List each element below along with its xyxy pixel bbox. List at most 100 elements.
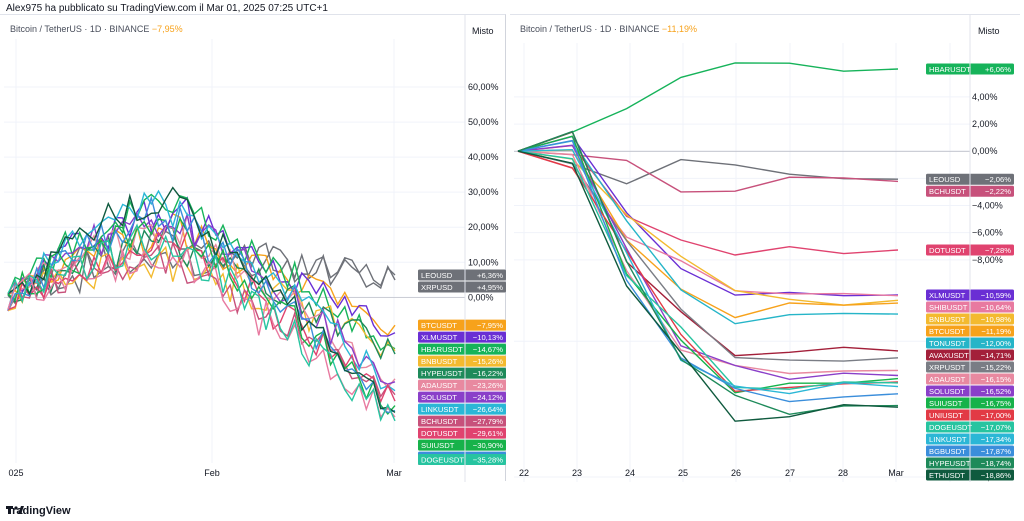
series-line-bgbusdt	[7, 195, 396, 414]
series-tag-name: DOTUSDT	[929, 246, 966, 255]
series-tag-value: −10,64%	[981, 303, 1011, 312]
series-line-bgbusdt	[517, 139, 899, 403]
series-line-linkusdt	[7, 189, 396, 392]
series-tag-name: BTCUSDT	[421, 321, 457, 330]
series-line-suiusdt	[7, 216, 396, 415]
series-tag-name: DOGEUSDT	[929, 423, 972, 432]
series-tag-hbarusdt	[418, 343, 506, 355]
series-tag-dotusdt	[418, 427, 506, 439]
series-tag-name: BTCUSDT	[929, 327, 965, 336]
series-tag-suiusdt	[418, 439, 506, 451]
publish-header: Alex975 ha pubblicato su TradingView.com…	[6, 3, 328, 14]
series-tag-linkusdt	[418, 403, 506, 415]
scale-mode-left[interactable]: Misto	[472, 26, 494, 36]
series-tag-value: −11,19%	[981, 327, 1011, 336]
series-tag-name: DOTUSDT	[421, 429, 458, 438]
series-tag-name: ADAUSDT	[929, 375, 966, 384]
series-tag-name: LEOUSD	[421, 271, 453, 280]
chart-panel-left[interactable]: 60,00% 50,00% 40,00% 30,00% 20,00% 10,00% 0,00…	[0, 14, 506, 482]
x-tick-label: 24	[625, 468, 635, 478]
series-line-ethusdt	[517, 150, 899, 422]
series-tag-value: −10,98%	[981, 315, 1011, 324]
series-tag-value: −17,87%	[981, 447, 1011, 456]
series-tag-value: −14,71%	[981, 351, 1011, 360]
series-tag-value: −12,00%	[981, 339, 1011, 348]
series-tag-value: −16,22%	[473, 369, 503, 378]
series-line-dotusdt	[7, 229, 396, 404]
y-tick-label: 10,00%	[468, 257, 499, 267]
series-tag-value: −17,00%	[981, 411, 1011, 420]
series-tag-adausdt	[418, 379, 506, 391]
series-tag-name: TONUSDT	[929, 339, 966, 348]
chart-panel-right[interactable]: 4,00%2,00%0,00%−2,00%−4,00%−6,00%−8,00%−…	[510, 14, 1020, 482]
symbol-name-right: Bitcoin / TetherUS · 1D · BINANCE	[520, 24, 660, 34]
symbol-change-left: −7,95%	[151, 24, 183, 34]
chart-right-svg: 4,00%2,00%0,00%−2,00%−4,00%−6,00%−8,00%−…	[514, 15, 1014, 482]
series-tag-value: −35,28%	[473, 456, 503, 465]
series-tag-name: LINKUSDT	[929, 435, 967, 444]
tradingview-footer[interactable]: TradingView	[6, 505, 71, 517]
series-tag-name: BCHUSDT	[421, 417, 458, 426]
series-tag-value: −10,13%	[473, 333, 503, 342]
series-tag-name: HYPEUSDT	[421, 369, 463, 378]
series-tag-name: SUIUSDT	[421, 441, 455, 450]
series-line-xlmusdt	[517, 135, 899, 297]
x-tick-label: 26	[731, 468, 741, 478]
series-tag-name: DOGEUSDT	[421, 456, 464, 465]
scale-mode-right[interactable]: Misto	[978, 26, 1000, 36]
series-tag-value: +6,36%	[477, 271, 503, 280]
x-tick-label: 025	[8, 468, 23, 478]
series-tag-name: ETHUSDT	[929, 471, 965, 480]
series-line-xrpusdt	[517, 150, 899, 362]
y-tick-label: 0,00%	[972, 146, 998, 156]
chart-left-svg: 60,00% 50,00% 40,00% 30,00% 20,00% 10,00% 0,00…	[4, 15, 506, 482]
series-tag-hypeusdt	[418, 367, 506, 379]
series-line-ethusdt	[7, 186, 396, 413]
series-tag-value: −30,90%	[473, 441, 503, 450]
series-tag-name: SUIUSDT	[929, 399, 963, 408]
series-line-btcusdt	[517, 149, 899, 319]
symbol-title-right: Bitcoin / TetherUS · 1D · BINANCE −11,19…	[520, 24, 697, 34]
series-tag-name: UNIUSDT	[929, 411, 963, 420]
series-line-solusdt	[517, 144, 899, 381]
series-tag-value: −29,61%	[473, 429, 503, 438]
series-tag-name: HBARUSDT	[929, 65, 971, 74]
y-tick-label: 4,00%	[972, 92, 998, 102]
series-tag-name: SOLUSDT	[421, 393, 457, 402]
series-tag-solusdt	[418, 391, 506, 403]
y-tick-label: 20,00%	[468, 222, 499, 232]
series-tag-value: −15,22%	[981, 363, 1011, 372]
series-tag-value: −24,12%	[473, 393, 503, 402]
tradingview-logo-icon	[6, 506, 24, 514]
series-line-adausdt	[517, 150, 899, 375]
y-tick-label: −6,00%	[972, 228, 1003, 238]
series-tag-value: −17,07%	[981, 423, 1011, 432]
series-line-adausdt	[7, 214, 396, 389]
series-tag-name: BNBUSDT	[929, 315, 966, 324]
series-tag-value: −2,06%	[985, 175, 1011, 184]
series-tag-name: SHIBUSDT	[929, 303, 968, 312]
series-tag-value: +6,06%	[985, 65, 1011, 74]
series-tag-name: ADAUSDT	[421, 381, 458, 390]
series-tag-name: AVAXUSDT	[929, 351, 969, 360]
series-tag-value: −18,86%	[981, 471, 1011, 480]
series-tag-value: −27,79%	[473, 417, 503, 426]
y-tick-label: 30,00%	[468, 187, 499, 197]
series-line-dogeusdt	[7, 223, 396, 423]
series-tag-name: XLMUSDT	[421, 333, 458, 342]
series-tag-btcusdt	[418, 319, 506, 331]
x-tick-label: Feb	[204, 468, 220, 478]
series-tag-name: LEOUSD	[929, 175, 961, 184]
series-tag-name: XRPUSDT	[929, 363, 966, 372]
symbol-name-left: Bitcoin / TetherUS · 1D · BINANCE	[10, 24, 150, 34]
series-tag-name: LINKUSDT	[421, 405, 459, 414]
x-tick-label: Mar	[888, 468, 904, 478]
x-tick-label: 25	[678, 468, 688, 478]
series-tag-value: −15,26%	[473, 357, 503, 366]
series-tag-dogeusdt	[418, 454, 506, 465]
x-tick-label: 23	[572, 468, 582, 478]
series-tag-value: −2,22%	[985, 187, 1011, 196]
series-tag-bchusdt	[418, 415, 506, 427]
series-tag-leousd	[418, 269, 506, 281]
series-line-xrpusd	[7, 230, 396, 312]
